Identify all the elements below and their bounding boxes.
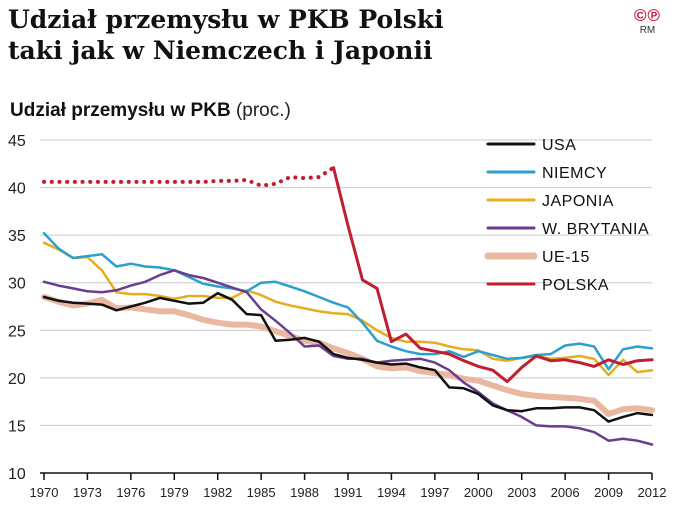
y-tick-label-25: 25 <box>8 323 26 340</box>
series-polska-dotted <box>42 165 336 188</box>
x-tick-label-1976: 1976 <box>116 485 145 500</box>
chart-title-unit: (proc.) <box>235 100 291 121</box>
x-axis: 1970 1973 1976 1979 1982 1985 1988 1991 1994 1997… <box>30 473 667 500</box>
page-title: Udział przemysłu w PKB Polski taki jak w… <box>8 4 608 66</box>
x-tick-label-1985: 1985 <box>247 485 276 500</box>
x-tick-label-2009: 2009 <box>594 485 623 500</box>
x-tick-label-1979: 1979 <box>160 485 189 500</box>
title-line-2: taki jak w Niemczech i Japonii <box>8 36 433 65</box>
series-polska-line <box>332 166 654 384</box>
x-tick-label-2003: 2003 <box>507 485 536 500</box>
legend-label-w-brytania: W. BRYTANIA <box>542 221 649 238</box>
x-tick-label-1988: 1988 <box>290 485 319 500</box>
series-japonia-line <box>42 241 654 377</box>
legend-label-japonia: JAPONIA <box>542 193 614 210</box>
legend-label-usa: USA <box>542 137 576 154</box>
copyright-icon: ©℗ <box>633 6 661 25</box>
legend: USA NIEMCY JAPONIA W. BRYTANIA UE-15 POLSKA <box>484 137 649 294</box>
x-tick-label-1970: 1970 <box>30 485 59 500</box>
y-tick-label-10: 10 <box>8 466 26 483</box>
x-tick-label-1997: 1997 <box>420 485 449 500</box>
y-tick-label-20: 20 <box>8 371 26 388</box>
x-tick-label-2006: 2006 <box>551 485 580 500</box>
series-ue-15-line <box>41 294 655 417</box>
title-line-1: Udział przemysłu w PKB Polski <box>8 5 444 34</box>
y-tick-label-30: 30 <box>8 276 26 293</box>
logo-credit: RM <box>639 25 656 36</box>
chart-title: Udział przemysłu w PKB (proc.) <box>10 100 291 122</box>
x-tick-label-2000: 2000 <box>464 485 493 500</box>
y-axis: 10 15 20 25 30 35 40 45 <box>8 133 26 483</box>
legend-label-polska: POLSKA <box>542 277 609 294</box>
legend-label-niemcy: NIEMCY <box>542 165 607 182</box>
y-tick-label-45: 45 <box>8 133 26 150</box>
y-tick-label-15: 15 <box>8 418 26 435</box>
x-tick-label-2012: 2012 <box>638 485 667 500</box>
chart-title-main: Udział przemysłu w PKB <box>10 100 231 121</box>
series-niemcy-line <box>42 231 654 371</box>
y-tick-label-40: 40 <box>8 181 26 198</box>
x-tick-label-1994: 1994 <box>377 485 406 500</box>
series-usa-line <box>42 291 654 423</box>
x-tick-label-1982: 1982 <box>203 485 232 500</box>
x-tick-label-1991: 1991 <box>334 485 363 500</box>
x-tick-label-1973: 1973 <box>73 485 102 500</box>
legend-label-ue-15: UE-15 <box>542 249 590 266</box>
y-tick-label-35: 35 <box>8 228 26 245</box>
series-lines <box>41 165 655 446</box>
publisher-logo: ©℗ RM <box>634 6 661 36</box>
